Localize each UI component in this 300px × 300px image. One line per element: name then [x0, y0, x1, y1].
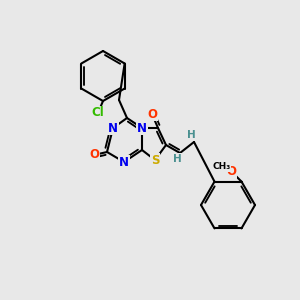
Text: O: O — [147, 107, 157, 121]
Text: N: N — [108, 122, 118, 134]
Text: N: N — [119, 155, 129, 169]
Text: N: N — [137, 122, 147, 134]
Text: O: O — [226, 165, 236, 178]
Text: H: H — [172, 154, 182, 164]
Text: O: O — [89, 148, 99, 161]
Text: CH₃: CH₃ — [212, 162, 231, 171]
Text: H: H — [187, 130, 195, 140]
Text: S: S — [151, 154, 159, 166]
Text: Cl: Cl — [92, 106, 104, 119]
